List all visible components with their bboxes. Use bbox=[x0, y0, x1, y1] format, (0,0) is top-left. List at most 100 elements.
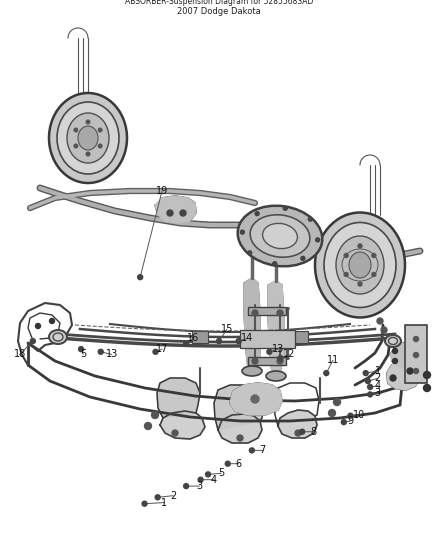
Circle shape bbox=[367, 384, 373, 390]
Polygon shape bbox=[268, 281, 284, 373]
Circle shape bbox=[348, 413, 353, 418]
Circle shape bbox=[252, 310, 258, 316]
Circle shape bbox=[98, 349, 103, 354]
Circle shape bbox=[216, 338, 222, 344]
Ellipse shape bbox=[336, 236, 384, 294]
Circle shape bbox=[328, 409, 336, 416]
Ellipse shape bbox=[263, 223, 297, 248]
Circle shape bbox=[358, 244, 362, 248]
Ellipse shape bbox=[349, 252, 371, 278]
Circle shape bbox=[35, 324, 40, 328]
Text: 10: 10 bbox=[353, 410, 365, 419]
Text: 11: 11 bbox=[327, 356, 339, 365]
FancyBboxPatch shape bbox=[248, 357, 286, 365]
Circle shape bbox=[358, 282, 362, 286]
Circle shape bbox=[367, 392, 373, 397]
Circle shape bbox=[78, 346, 84, 352]
FancyBboxPatch shape bbox=[192, 331, 208, 343]
Ellipse shape bbox=[49, 93, 127, 183]
Circle shape bbox=[180, 210, 186, 216]
Circle shape bbox=[365, 378, 371, 384]
Circle shape bbox=[424, 372, 431, 378]
FancyBboxPatch shape bbox=[248, 307, 286, 315]
Text: 4: 4 bbox=[211, 475, 217, 484]
Circle shape bbox=[205, 472, 211, 477]
Text: 5: 5 bbox=[218, 469, 224, 478]
Circle shape bbox=[392, 359, 398, 364]
Text: 16: 16 bbox=[187, 334, 199, 343]
Text: 3: 3 bbox=[374, 389, 381, 398]
Circle shape bbox=[413, 336, 418, 342]
Polygon shape bbox=[390, 343, 422, 368]
Text: 1: 1 bbox=[161, 498, 167, 507]
Circle shape bbox=[240, 230, 244, 234]
Circle shape bbox=[74, 144, 78, 148]
Circle shape bbox=[413, 368, 418, 374]
Polygon shape bbox=[244, 278, 260, 368]
Polygon shape bbox=[278, 410, 317, 438]
Text: 2: 2 bbox=[170, 491, 176, 500]
Circle shape bbox=[372, 254, 376, 257]
Circle shape bbox=[277, 310, 283, 316]
Polygon shape bbox=[230, 383, 282, 415]
Circle shape bbox=[333, 399, 340, 406]
Circle shape bbox=[344, 254, 348, 257]
Circle shape bbox=[142, 501, 147, 506]
Text: 13: 13 bbox=[106, 350, 118, 359]
Circle shape bbox=[407, 368, 413, 374]
Text: 15: 15 bbox=[221, 325, 233, 334]
FancyBboxPatch shape bbox=[405, 325, 427, 383]
Circle shape bbox=[98, 144, 102, 148]
Ellipse shape bbox=[244, 236, 260, 246]
Circle shape bbox=[155, 495, 160, 500]
Polygon shape bbox=[218, 414, 262, 443]
Polygon shape bbox=[214, 385, 264, 430]
Circle shape bbox=[145, 423, 152, 430]
Polygon shape bbox=[157, 378, 200, 418]
Text: 5: 5 bbox=[80, 350, 86, 359]
Text: 8: 8 bbox=[310, 427, 316, 437]
Circle shape bbox=[138, 274, 143, 280]
Circle shape bbox=[413, 352, 418, 358]
Circle shape bbox=[251, 395, 259, 403]
Circle shape bbox=[153, 349, 158, 354]
Text: 19: 19 bbox=[156, 186, 168, 196]
Circle shape bbox=[300, 429, 305, 434]
Circle shape bbox=[316, 238, 320, 242]
Circle shape bbox=[344, 272, 348, 277]
Circle shape bbox=[152, 411, 159, 418]
Ellipse shape bbox=[268, 240, 284, 250]
Circle shape bbox=[390, 375, 396, 381]
Circle shape bbox=[225, 461, 230, 466]
Circle shape bbox=[255, 212, 259, 216]
Circle shape bbox=[278, 356, 283, 361]
Ellipse shape bbox=[78, 126, 98, 150]
Circle shape bbox=[247, 251, 252, 255]
Ellipse shape bbox=[57, 102, 119, 174]
Ellipse shape bbox=[385, 335, 401, 347]
Circle shape bbox=[301, 256, 305, 260]
Circle shape bbox=[324, 370, 329, 376]
Circle shape bbox=[74, 128, 78, 132]
Text: 9: 9 bbox=[347, 416, 353, 426]
Text: ABSORBER-Suspension Diagram for 52855683AD: ABSORBER-Suspension Diagram for 52855683… bbox=[125, 0, 313, 6]
Circle shape bbox=[283, 206, 287, 211]
Circle shape bbox=[98, 128, 102, 132]
Ellipse shape bbox=[49, 330, 67, 344]
Circle shape bbox=[424, 384, 431, 392]
Ellipse shape bbox=[266, 371, 286, 381]
Circle shape bbox=[308, 217, 312, 221]
Circle shape bbox=[237, 435, 243, 441]
Text: 14: 14 bbox=[241, 334, 254, 343]
Ellipse shape bbox=[242, 366, 262, 376]
Text: 12: 12 bbox=[283, 350, 295, 359]
FancyBboxPatch shape bbox=[292, 331, 308, 343]
Circle shape bbox=[86, 152, 90, 156]
Circle shape bbox=[267, 349, 272, 354]
Circle shape bbox=[295, 430, 301, 436]
Circle shape bbox=[198, 477, 203, 482]
Ellipse shape bbox=[238, 206, 322, 266]
Text: 13: 13 bbox=[272, 344, 284, 354]
Ellipse shape bbox=[250, 215, 310, 257]
Text: 18: 18 bbox=[14, 350, 26, 359]
